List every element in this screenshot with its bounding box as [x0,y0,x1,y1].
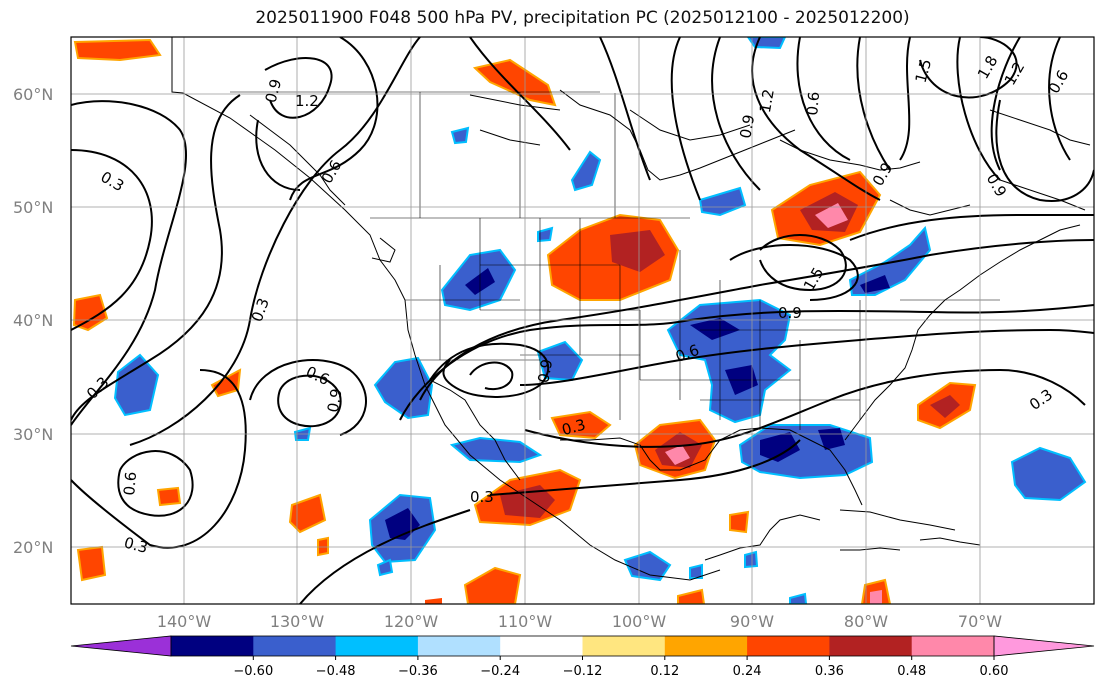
colorbar: −0.60 −0.48 −0.36 −0.24 −0.12 0.12 0.24 0.36 0.4… [70,635,1095,679]
colorbar-tick-label: −0.12 [563,664,603,679]
colorbar-bin [664,636,748,656]
colorbar-tick-label: −0.60 [233,664,273,679]
lon-tick-label: 80°W [844,612,888,631]
colorbar-bin [582,636,666,656]
lon-tick-label: 130°W [270,612,325,631]
colorbar-bin [747,636,830,656]
lat-tick-label: 40°N [13,311,53,330]
contour-label: 0.3 [122,533,150,557]
negative-anomaly-areas [113,37,1087,604]
colorbar-bin [335,636,419,656]
colorbar-tick-label: −0.24 [480,664,520,679]
lon-tick-label: 100°W [612,612,667,631]
pv-contour-lines [71,37,1094,604]
contour-label: 1.2 [756,88,778,115]
lon-tick-label: 90°W [730,612,774,631]
map-frame-bg [71,37,1094,604]
colorbar-tick-label: −0.48 [316,664,356,679]
colorbar-tick-label: −0.36 [398,664,438,679]
lon-tick-label: 70°W [958,612,1002,631]
contour-label: 0.9 [262,77,286,105]
colorbar-bin [911,636,995,656]
lat-tick-label: 60°N [13,85,53,104]
contour-label: 0.9 [534,358,556,385]
map-title: 2025011900 F048 500 hPa PV, precipitatio… [255,8,910,28]
contour-label: 0.9 [324,387,346,414]
colorbar-extend-high [993,635,1095,657]
colorbar-bin [171,636,254,656]
colorbar-bin [829,636,913,656]
contour-label: 0.3 [470,488,494,506]
colorbar-bin [417,636,501,656]
lat-tick-labels: 20°N 30°N 40°N 50°N 60°N [13,85,53,557]
contour-label: 1.5 [912,57,936,85]
lat-tick-label: 30°N [13,425,53,444]
contour-label: 0.9 [736,113,758,140]
contour-label: 1.2 [295,92,319,110]
contour-label: 0.6 [803,91,823,116]
lat-tick-label: 50°N [13,198,53,217]
colorbar-tick-label: 0.36 [815,664,844,679]
lat-lon-grid [71,37,1094,604]
colorbar-bin [253,636,337,656]
colorbar-tick-label: 0.60 [980,664,1009,679]
colorbar-tick-label: 0.24 [733,664,762,679]
lon-tick-label: 140°W [157,612,212,631]
contour-label: 0.3 [560,416,588,440]
lon-tick-label: 110°W [498,612,553,631]
colorbar-tick-label: 0.12 [650,664,679,679]
contour-label: 0.6 [120,471,140,496]
state-boundaries [230,91,1000,430]
colorbar-extend-low [70,635,172,657]
lon-tick-label: 120°W [384,612,439,631]
colorbar-tick-label: 0.48 [897,664,926,679]
map-frame [70,36,1095,605]
coastlines-borders [171,37,1091,581]
colorbar-bin [500,636,583,656]
lon-tick-labels: 140°W 130°W 120°W 110°W 100°W 90°W 80°W … [157,612,1002,631]
lat-tick-label: 20°N [13,538,53,557]
contour-label: 0.9 [778,304,802,322]
